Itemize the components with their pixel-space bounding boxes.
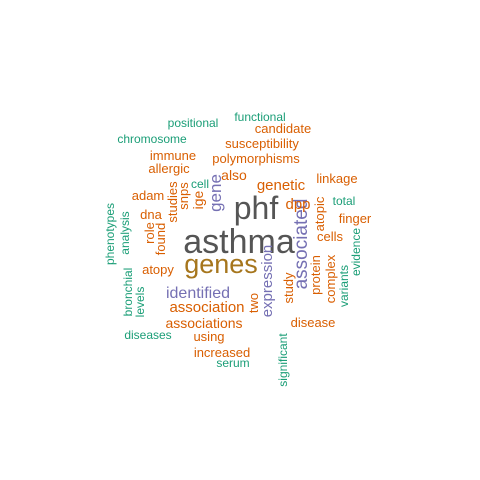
word-genetic: genetic <box>257 177 306 194</box>
word-increased: increased <box>194 345 250 360</box>
word-dpp: dpp <box>285 196 310 213</box>
word-using: using <box>193 329 224 344</box>
word-dna: dna <box>140 207 162 222</box>
word-two: two <box>246 293 261 313</box>
word-identified: identified <box>166 285 230 302</box>
word-total: total <box>333 194 356 208</box>
word-gene: gene <box>206 174 225 212</box>
word-phenotypes: phenotypes <box>103 203 117 265</box>
word-asthma: asthma <box>183 223 295 261</box>
word-linkage: linkage <box>316 171 357 186</box>
word-protein: protein <box>308 255 323 295</box>
word-allergic: allergic <box>148 161 190 176</box>
word-candidate: candidate <box>255 121 311 136</box>
word-finger: finger <box>339 211 372 226</box>
word-complex: complex <box>323 254 338 303</box>
word-evidence: evidence <box>349 228 363 276</box>
word-expression: expression <box>259 245 276 318</box>
word-diseases: diseases <box>124 328 171 342</box>
word-ige: ige <box>190 190 206 209</box>
word-associations: associations <box>165 315 242 331</box>
word-bronchial: bronchial <box>121 268 135 317</box>
word-functional: functional <box>234 110 285 124</box>
word-role: role <box>142 222 157 244</box>
word-immune: immune <box>150 148 196 163</box>
word-analysis: analysis <box>118 211 132 254</box>
word-serum: serum <box>216 356 249 370</box>
word-disease: disease <box>291 315 336 330</box>
word-genes: genes <box>184 249 258 279</box>
word-adam: adam <box>132 188 165 203</box>
word-significant: significant <box>276 333 290 387</box>
word-cells: cells <box>317 229 344 244</box>
word-chromosome: chromosome <box>117 132 187 146</box>
word-susceptibility: susceptibility <box>225 136 299 151</box>
word-variants: variants <box>337 265 351 307</box>
word-levels: levels <box>133 287 147 318</box>
word-polymorphisms: polymorphisms <box>212 151 300 166</box>
word-association: association <box>169 299 244 316</box>
word-cell: cell <box>191 177 209 191</box>
word-studies: studies <box>165 181 180 223</box>
word-positional: positional <box>168 116 219 130</box>
word-study: study <box>281 272 296 304</box>
word-atopy: atopy <box>142 262 174 277</box>
word-snps: snps <box>176 182 191 210</box>
word-atopic: atopic <box>312 196 327 231</box>
word-phf: phf <box>234 190 279 226</box>
word-found: found <box>153 223 168 256</box>
word-also: also <box>221 167 247 183</box>
word-associated: associated <box>291 199 312 290</box>
